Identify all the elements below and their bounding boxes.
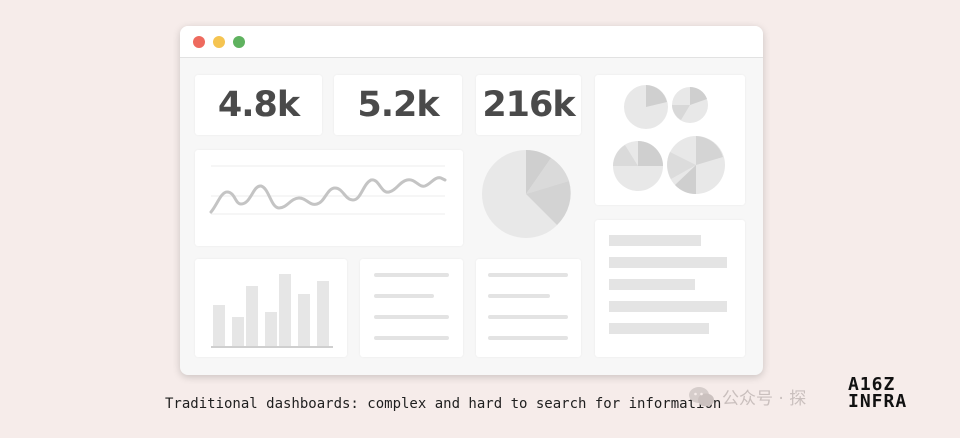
text-line: [374, 315, 449, 319]
small-pies-card: [595, 75, 745, 205]
list-line: [609, 279, 695, 290]
series-line: [209, 176, 447, 214]
list-line: [609, 235, 701, 246]
bar-chart-card: [195, 259, 347, 357]
pie-a: [624, 85, 668, 129]
dashboard-window: 4.8k 5.2k 216k: [180, 26, 763, 375]
text-placeholder-card-1: [360, 259, 463, 357]
bar-axis: [211, 346, 333, 348]
text-line: [488, 294, 550, 298]
text-line: [374, 273, 449, 277]
list-placeholder-card: [595, 220, 745, 357]
metric-card-2: 5.2k: [334, 75, 462, 135]
window-titlebar: [180, 26, 763, 58]
bar: [246, 286, 258, 346]
metric-card-1: 4.8k: [195, 75, 322, 135]
bar: [213, 305, 225, 346]
metric-value-3: 216k: [482, 85, 575, 125]
text-line: [488, 336, 568, 340]
bar: [317, 281, 329, 346]
list-line: [609, 323, 709, 334]
text-placeholder-card-2: [476, 259, 581, 357]
pie-slice: [526, 158, 569, 194]
watermark: 公众号 · 探: [688, 384, 806, 409]
text-line: [374, 294, 434, 298]
metric-value-2: 5.2k: [357, 85, 439, 125]
pie-slice: [526, 181, 571, 225]
pie-b: [672, 86, 708, 123]
large-pie-chart: [482, 150, 571, 238]
list-line: [609, 301, 727, 312]
pie-slice: [526, 150, 551, 194]
watermark-text: 公众号 · 探: [722, 389, 807, 409]
close-button[interactable]: [193, 36, 205, 48]
line-chart-card: [195, 150, 463, 246]
minimize-button[interactable]: [213, 36, 225, 48]
text-line: [488, 315, 568, 319]
bar: [265, 312, 277, 346]
bar: [279, 274, 291, 346]
text-line: [488, 273, 568, 277]
pie-c: [613, 141, 663, 191]
bar: [298, 294, 310, 346]
wechat-icon: [689, 386, 714, 406]
logo-line-1: A16Z: [848, 374, 896, 395]
logo-line-2: INFRA: [848, 391, 908, 412]
metric-card-3: 216k: [476, 75, 581, 135]
a16z-infra-logo: A16Z INFRA: [848, 374, 908, 412]
metric-value-1: 4.8k: [217, 85, 300, 125]
maximize-button[interactable]: [233, 36, 245, 48]
line-chart: [209, 165, 447, 215]
list-line: [609, 257, 727, 268]
caption: Traditional dashboards: complex and hard…: [165, 396, 722, 412]
bar: [232, 317, 244, 346]
pie-d: [667, 136, 725, 194]
small-pies-chart: [613, 85, 725, 194]
text-line: [374, 336, 449, 340]
